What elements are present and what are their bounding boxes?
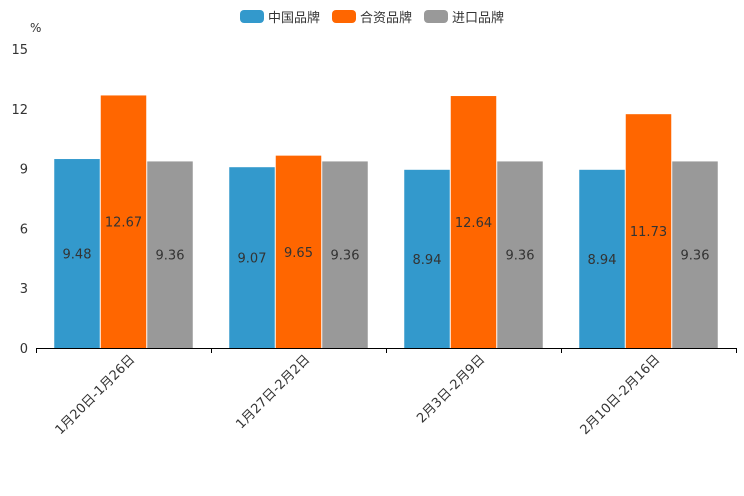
legend-label-imported-brand: 进口品牌 [452,10,505,26]
bar-0-1 [100,95,147,348]
x-tick-label: 2月3日-2月9日 [414,352,488,426]
bar-value-label: 8.94 [588,253,617,268]
bar-value-label: 9.48 [63,248,92,263]
bar-1-2 [322,161,368,348]
legend-label-joint-venture-brand: 合资品牌 [359,10,412,26]
y-tick-label: 9 [20,163,28,178]
bar-2-2 [497,161,543,348]
bar-2-0 [404,169,450,348]
x-tick-label: 1月27日-2月2日 [233,352,313,432]
legend-item-joint-venture-brand[interactable]: 合资品牌 [331,7,412,26]
bar-value-label: 9.36 [506,249,535,264]
legend-swatch-joint-venture-brand [331,9,356,23]
bar-value-label: 12.67 [105,216,142,231]
y-tick-label: 12 [11,103,28,118]
legend-swatch-china-brand [239,9,264,23]
bar-3-0 [579,169,625,348]
bar-1-1 [275,155,322,348]
bar-value-label: 11.73 [630,225,667,240]
bar-0-2 [147,161,193,348]
bar-value-label: 9.36 [331,249,360,264]
y-tick-label: 3 [20,282,28,297]
y-axis-unit-label: % [30,21,42,35]
y-tick-label: 6 [20,222,28,237]
x-tick-label: 2月10日-2月16日 [578,352,664,438]
bar-1-0 [229,167,275,348]
y-tick-label: 15 [11,43,28,58]
bar-0-0 [54,159,100,348]
legend-item-china-brand[interactable]: 中国品牌 [239,7,320,26]
bar-3-2 [672,161,718,348]
bar-value-label: 9.36 [156,249,185,264]
bar-value-label: 9.07 [238,252,267,267]
bar-value-label: 9.36 [681,249,710,264]
legend-swatch-imported-brand [424,9,448,23]
legend-label-china-brand: 中国品牌 [267,10,320,26]
bar-value-label: 8.94 [413,253,442,268]
bar-value-label: 12.64 [455,216,492,231]
bar-2-1 [450,96,497,348]
legend: 中国品牌 合资品牌 进口品牌 [0,6,744,26]
x-tick-label: 1月20日-1月26日 [53,352,139,438]
bar-value-label: 9.65 [284,246,313,261]
bar-3-1 [625,114,672,348]
y-tick-label: 0 [20,342,28,357]
legend-item-imported-brand[interactable]: 进口品牌 [424,7,504,26]
